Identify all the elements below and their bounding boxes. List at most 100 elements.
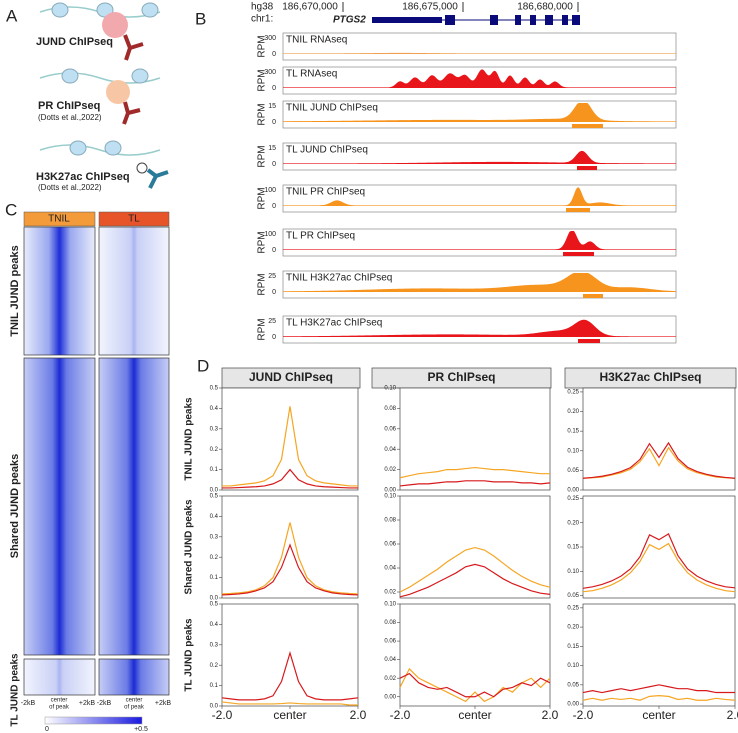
track-max: 15 — [268, 103, 276, 110]
citation: (Dotts et al.,2022) — [38, 113, 102, 122]
track-min: 0 — [272, 119, 276, 126]
assay-label: JUND ChIPseq — [36, 36, 113, 48]
colorbar-label: 0 — [45, 726, 49, 733]
panel-letter: D — [197, 356, 209, 375]
y-tick-label: 0.1 — [210, 467, 219, 473]
coordinate-label: 186,680,000 — [517, 2, 573, 13]
y-tick-label: 0.0 — [210, 596, 219, 602]
track-max: 100 — [264, 231, 276, 238]
coverage-track — [283, 69, 676, 88]
track-frame — [282, 315, 677, 344]
coverage-track — [283, 319, 676, 337]
y-tick-label: 0.0 — [210, 704, 219, 710]
row-label: Shared JUND peaks — [9, 454, 21, 559]
track-unit: RPM — [257, 187, 268, 209]
track-min: 0 — [272, 247, 276, 254]
y-tick-label: 0.3 — [210, 534, 219, 540]
y-tick-label: 0.5 — [210, 494, 219, 500]
y-tick-label: 0.15 — [567, 644, 579, 650]
peak-call — [572, 124, 603, 128]
track-frame — [282, 66, 677, 95]
jund-cartoon — [39, 2, 161, 61]
column-header — [98, 211, 170, 227]
coverage-track — [283, 231, 676, 250]
track-frame — [282, 32, 677, 61]
assay-label: PR ChIPseq — [38, 100, 100, 112]
x-tick-label: 2.0 — [727, 708, 738, 722]
y-tick-label: 0.15 — [567, 429, 579, 435]
y-tick-label: 0.08 — [384, 518, 396, 524]
track-label: TNIL RNAseq — [286, 35, 347, 46]
row-label: TNIL JUND peaks — [184, 397, 195, 481]
profile-line — [221, 543, 359, 596]
y-tick-label: 0.4 — [210, 406, 219, 412]
x-tick-label: center — [458, 708, 491, 722]
track-unit: RPM — [257, 231, 268, 253]
track-frame — [282, 184, 677, 213]
track-label: TNIL PR ChIPseq — [286, 187, 365, 198]
x-tick-label: -2.0 — [390, 708, 411, 722]
plot-frame — [221, 387, 359, 491]
track-min: 0 — [272, 203, 276, 210]
gene-name: PTGS2 — [333, 15, 366, 26]
profile-line — [582, 695, 736, 701]
plot-frame — [399, 603, 551, 707]
coverage-track — [283, 52, 676, 54]
track-unit: RPM — [257, 145, 268, 167]
track-min: 0 — [272, 289, 276, 296]
y-tick-label: 0.04 — [384, 447, 396, 453]
track-label: TL JUND ChIPseq — [286, 145, 368, 156]
y-tick-label: 0.25 — [567, 605, 579, 611]
track-label: TL RNAseq — [286, 69, 337, 80]
y-tick-label: 0.20 — [567, 625, 579, 631]
x-tick-label: -2.0 — [573, 708, 594, 722]
profile-line — [221, 701, 358, 706]
track-max: 15 — [268, 145, 276, 152]
profile-line — [582, 533, 736, 589]
x-label: center — [126, 698, 143, 704]
profile-line — [582, 684, 735, 694]
track-frame — [282, 100, 677, 129]
coordinate-label: 186,675,000 — [402, 2, 458, 13]
y-tick-label: 0.08 — [384, 406, 396, 412]
row-label: TL JUND peaks — [10, 653, 21, 727]
plot-frame — [221, 495, 359, 599]
column-label: H3K27ac ChIPseq — [599, 370, 701, 384]
coordinate-label: 186,670,000 — [282, 2, 338, 13]
y-tick-label: 0.10 — [384, 494, 396, 500]
x-label: center — [51, 698, 68, 704]
column-label: PR ChIPseq — [427, 370, 495, 384]
x-tick-label: center — [642, 708, 675, 722]
y-tick-label: 0.3 — [210, 642, 219, 648]
coverage-track — [283, 187, 676, 206]
coverage-track — [283, 273, 676, 292]
x-label: -2kB — [21, 700, 36, 707]
genome: hg38 — [251, 2, 274, 13]
y-tick-label: 0.10 — [567, 569, 579, 575]
colorbar-label: +0.5 — [134, 726, 148, 733]
peak-call — [563, 252, 594, 256]
assay-label: H3K27ac ChIPseq — [36, 171, 130, 183]
y-tick-label: 0.5 — [210, 386, 219, 392]
profile-line — [582, 441, 736, 479]
track-max: 25 — [268, 318, 276, 325]
y-tick-label: 0.25 — [567, 390, 579, 396]
profile-line — [399, 563, 551, 598]
track-max: 300 — [264, 35, 276, 42]
y-tick-label: 0.1 — [210, 683, 219, 689]
plot-frame — [582, 495, 736, 599]
y-tick-label: 0.25 — [567, 496, 579, 502]
plot-frame — [582, 387, 736, 491]
y-tick-label: 0.10 — [567, 448, 579, 454]
y-tick-label: 0.10 — [384, 602, 396, 608]
profile-line — [399, 672, 551, 698]
citation: (Dotts et al.,2022) — [38, 183, 102, 192]
profile-line — [221, 650, 359, 701]
track-min: 0 — [272, 161, 276, 168]
y-tick-label: 0.10 — [567, 663, 579, 669]
y-tick-label: 0.4 — [210, 622, 219, 628]
y-tick-label: 0.5 — [210, 602, 219, 608]
column-header — [23, 211, 96, 227]
y-tick-label: 0.20 — [567, 520, 579, 526]
profile-line — [399, 546, 551, 593]
